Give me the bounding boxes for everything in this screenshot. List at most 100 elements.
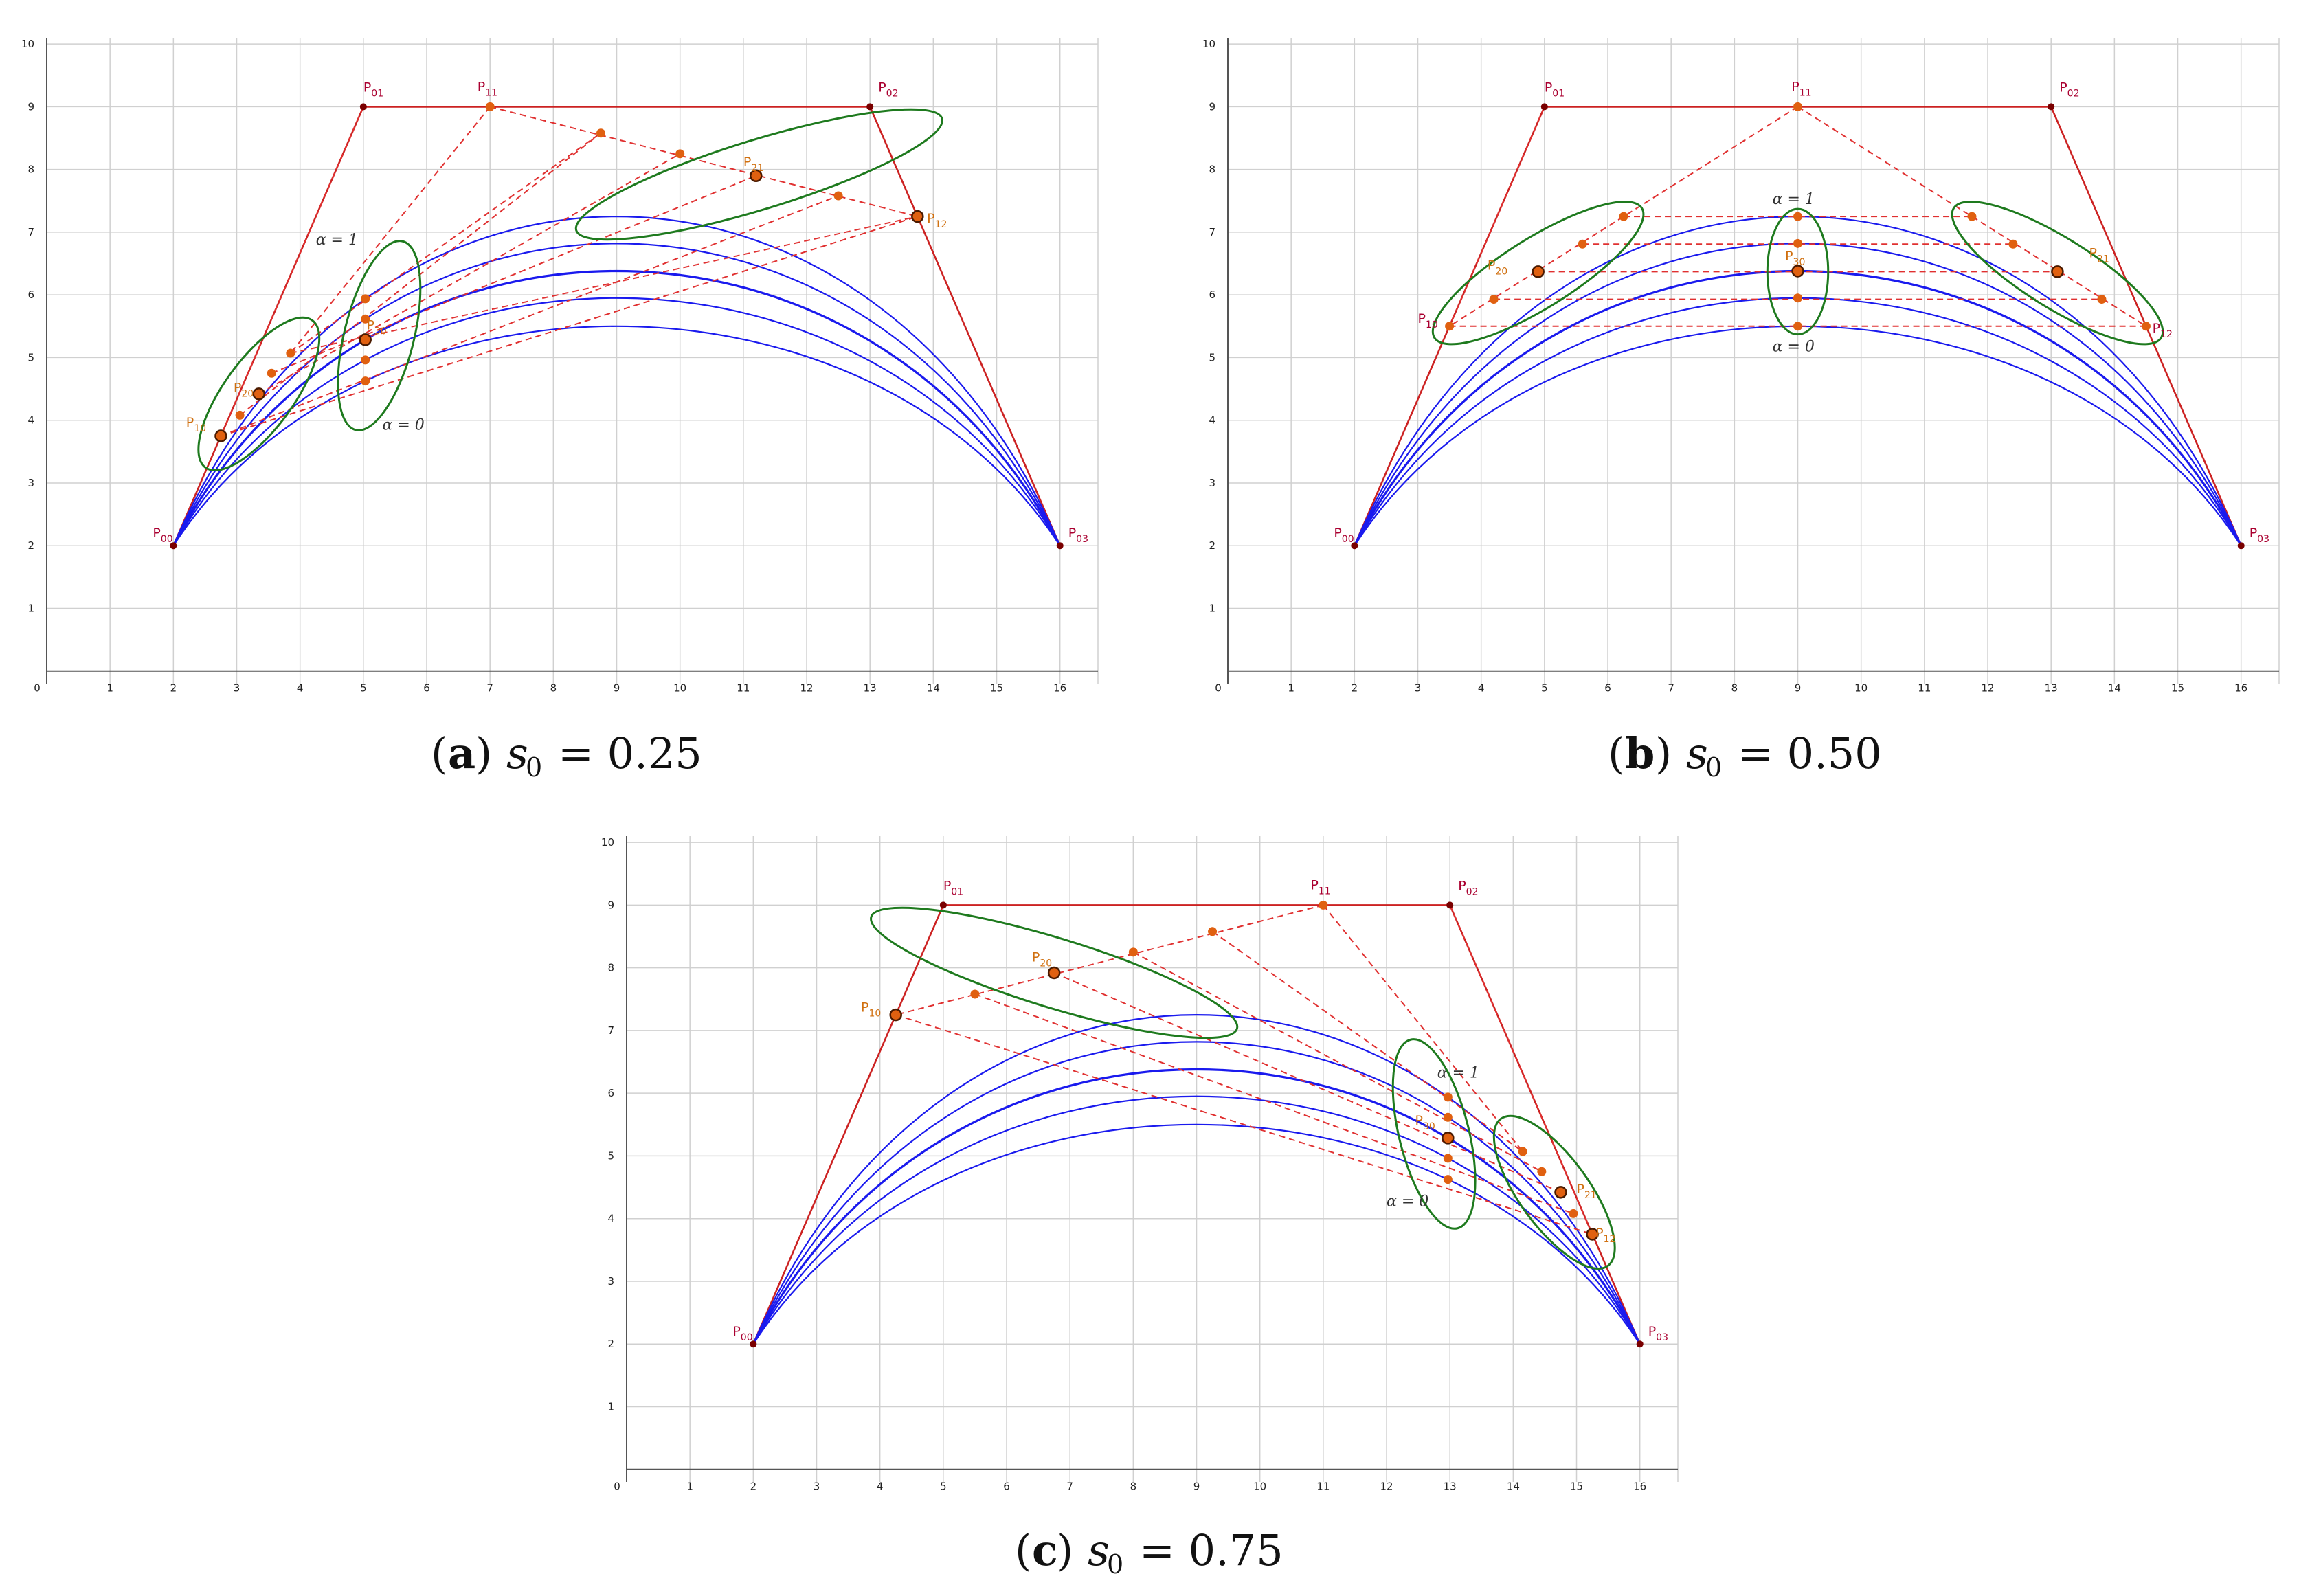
dash bbox=[1797, 106, 2146, 327]
x-tick-label: 4 bbox=[877, 1481, 884, 1493]
group-ellipse-P30 bbox=[337, 240, 422, 431]
curve-alpha-0.5 bbox=[752, 1068, 1641, 1345]
point-label-P10: P10 bbox=[186, 415, 206, 434]
point-p21 bbox=[1967, 212, 1977, 221]
vertex-P03 bbox=[1636, 1340, 1644, 1348]
point-p21 bbox=[1518, 1147, 1527, 1156]
y-tick-label: 5 bbox=[1209, 351, 1215, 363]
x-tick-label: 12 bbox=[1380, 1481, 1393, 1493]
point-p30 bbox=[1793, 293, 1803, 303]
vertex-P00 bbox=[750, 1340, 757, 1348]
point-p30 bbox=[361, 314, 370, 324]
y-tick-label: 5 bbox=[607, 1149, 614, 1162]
x-tick-label: 5 bbox=[940, 1481, 947, 1493]
vertex-label-P03: P03 bbox=[2250, 526, 2269, 545]
point-p21 bbox=[911, 210, 924, 223]
y-tick-label: 2 bbox=[27, 539, 34, 552]
y-tick-label: 5 bbox=[27, 351, 34, 363]
dash bbox=[895, 904, 1324, 1016]
caption-b-var: s bbox=[1686, 728, 1708, 778]
curves bbox=[752, 1014, 1641, 1345]
point-label-P30: P30 bbox=[1415, 1113, 1435, 1132]
curve-alpha-0 bbox=[172, 325, 1061, 546]
point-p30 bbox=[1793, 322, 1803, 331]
svg-text:(: ( bbox=[431, 728, 447, 778]
point-p20 bbox=[970, 989, 980, 999]
vertex-label-P00: P00 bbox=[732, 1324, 752, 1343]
x-tick-label: 7 bbox=[1668, 682, 1674, 695]
x-tick-label: 2 bbox=[170, 682, 177, 695]
point-p30 bbox=[1443, 1112, 1453, 1122]
point-p20 bbox=[889, 1008, 902, 1022]
y-tick-label: 10 bbox=[21, 38, 34, 50]
y-tick-label: 7 bbox=[1209, 226, 1215, 238]
x-tick-label: 1 bbox=[1288, 682, 1294, 695]
point-p20 bbox=[1619, 212, 1628, 221]
construction-points bbox=[1445, 102, 2151, 331]
point-label-P11: P11 bbox=[1791, 80, 1811, 99]
point-label-P12: P12 bbox=[1595, 1226, 1615, 1245]
point-p21 bbox=[2051, 265, 2064, 278]
group-ellipse-P30 bbox=[1391, 1038, 1477, 1230]
y-tick-label: 3 bbox=[607, 1275, 614, 1288]
dash bbox=[1211, 930, 1523, 1152]
svg-text:(: ( bbox=[1608, 728, 1624, 778]
group-ellipse-P21 bbox=[1492, 1114, 1616, 1270]
point-label-P20: P20 bbox=[1032, 950, 1052, 969]
x-tick-label: 11 bbox=[1316, 1481, 1330, 1493]
dash bbox=[221, 216, 918, 437]
vertex-P00 bbox=[1351, 542, 1358, 550]
x-tick-label: 16 bbox=[1053, 682, 1066, 695]
x-tick-label: 6 bbox=[1003, 1481, 1010, 1493]
point-p21 bbox=[2141, 322, 2151, 331]
x-tick-label: 14 bbox=[1507, 1481, 1520, 1493]
point-p20 bbox=[1578, 239, 1587, 249]
caption-a-letter: a bbox=[448, 728, 475, 778]
vertex-P01 bbox=[359, 103, 367, 111]
dash bbox=[221, 195, 839, 437]
point-p20 bbox=[1047, 966, 1061, 980]
point-p30 bbox=[361, 355, 370, 365]
y-tick-label: 1 bbox=[607, 1400, 614, 1413]
caption-a-value: = 0.25 bbox=[558, 728, 702, 778]
group-ellipse-P21 bbox=[1951, 201, 2164, 346]
x-tick-label: 6 bbox=[1604, 682, 1611, 695]
x-tick-label: 0 bbox=[1215, 682, 1222, 695]
point-p30 bbox=[361, 294, 370, 304]
dash bbox=[895, 1014, 1593, 1235]
dash bbox=[290, 132, 602, 354]
construction-lines bbox=[895, 904, 1593, 1235]
point-p30 bbox=[359, 333, 372, 346]
point-p11 bbox=[1793, 102, 1803, 111]
point-p30 bbox=[361, 376, 370, 386]
point-p21 bbox=[1569, 1209, 1578, 1218]
caption-c-value: = 0.75 bbox=[1139, 1525, 1283, 1575]
x-tick-label: 6 bbox=[423, 682, 430, 695]
point-p10 bbox=[214, 429, 227, 442]
point-label-P11: P11 bbox=[1310, 878, 1330, 897]
svg-text:): ) bbox=[1057, 1525, 1073, 1575]
point-label-P10: P10 bbox=[861, 1000, 881, 1020]
y-tick-label: 4 bbox=[27, 414, 34, 427]
y-tick-label: 8 bbox=[1209, 164, 1215, 176]
group-ellipse-P10 bbox=[197, 316, 321, 471]
point-p30 bbox=[1443, 1154, 1453, 1163]
x-tick-label: 9 bbox=[1795, 682, 1802, 695]
vertex-label-P03: P03 bbox=[1648, 1324, 1668, 1343]
y-tick-label: 1 bbox=[1209, 602, 1215, 614]
caption-a-sub: 0 bbox=[526, 752, 542, 783]
point-label-P12: P12 bbox=[927, 211, 947, 230]
curve-alpha-0.25 bbox=[172, 297, 1061, 546]
x-tick-label: 1 bbox=[106, 682, 113, 695]
alpha-label-bottom: α = 0 bbox=[382, 416, 424, 434]
x-tick-label: 7 bbox=[1066, 1481, 1073, 1493]
point-p21 bbox=[833, 191, 843, 201]
point-p20 bbox=[1208, 927, 1218, 936]
x-tick-label: 5 bbox=[360, 682, 367, 695]
point-p30 bbox=[1443, 1175, 1453, 1184]
x-tick-label: 12 bbox=[1981, 682, 1994, 695]
alpha-label-bottom: α = 0 bbox=[1773, 338, 1815, 355]
x-tick-label: 2 bbox=[1352, 682, 1358, 695]
x-tick-label: 3 bbox=[1415, 682, 1422, 695]
